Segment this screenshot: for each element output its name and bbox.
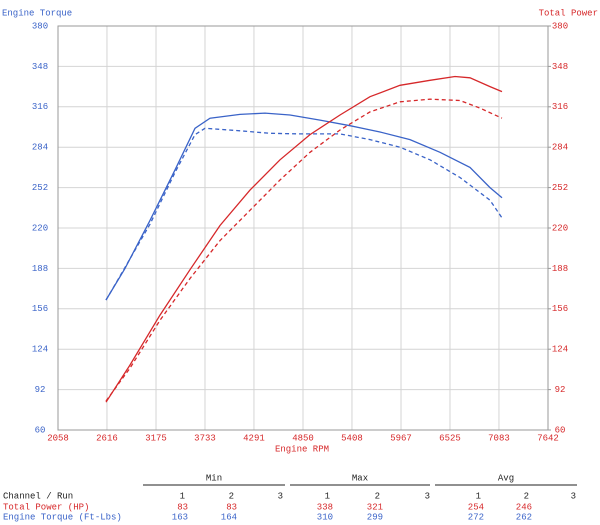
y2-tick-label: 220: [552, 223, 568, 233]
run-number: 1: [325, 491, 330, 501]
x-tick-label: 2616: [96, 433, 118, 443]
cell: 163: [172, 512, 188, 522]
x-axis-label: Engine RPM: [275, 444, 329, 454]
group-header: Avg: [498, 473, 514, 483]
y2-tick-label: 188: [552, 264, 568, 274]
y-tick-label: 124: [32, 345, 48, 355]
x-tick-label: 4291: [243, 433, 265, 443]
cell: 321: [367, 502, 383, 512]
y-tick-label: 252: [32, 183, 48, 193]
cell: 272: [468, 512, 484, 522]
y2-axis-label: Total Power: [539, 8, 598, 18]
x-tick-label: 2058: [47, 433, 69, 443]
y-tick-label: 380: [32, 21, 48, 31]
y2-tick-label: 156: [552, 304, 568, 314]
run-number: 2: [229, 491, 234, 501]
series-line: [105, 98, 503, 402]
x-tick-label: 7642: [537, 433, 559, 443]
y2-tick-label: 348: [552, 62, 568, 72]
cell: 83: [177, 502, 188, 512]
run-number: 3: [571, 491, 576, 501]
run-number: 3: [425, 491, 430, 501]
plot-frame: [57, 25, 549, 431]
y-tick-label: 316: [32, 102, 48, 112]
y-tick-label: 92: [35, 385, 46, 395]
y-tick-label: 220: [32, 223, 48, 233]
x-tick-label: 4850: [292, 433, 314, 443]
cell: 299: [367, 512, 383, 522]
y2-tick-label: 316: [552, 102, 568, 112]
y2-tick-label: 92: [555, 385, 566, 395]
x-tick-label: 7083: [488, 433, 510, 443]
y-tick-label: 156: [32, 304, 48, 314]
run-number: 1: [180, 491, 185, 501]
group-header: Min: [206, 473, 222, 483]
cell: 254: [468, 502, 484, 512]
y2-tick-label: 380: [552, 21, 568, 31]
run-number: 1: [476, 491, 481, 501]
group-header: Max: [352, 473, 368, 483]
row-label: Total Power (HP): [3, 502, 89, 512]
y-tick-label: 60: [35, 425, 46, 435]
x-tick-label: 3175: [145, 433, 167, 443]
cell: 338: [317, 502, 333, 512]
cell: 83: [226, 502, 237, 512]
run-number: 2: [375, 491, 380, 501]
cell: 310: [317, 512, 333, 522]
x-tick-label: 5408: [341, 433, 363, 443]
series-line: [105, 112, 503, 301]
y2-tick-label: 284: [552, 143, 568, 153]
cell: 262: [516, 512, 532, 522]
y-axis-label: Engine Torque: [2, 8, 72, 18]
table-header: Channel / Run: [3, 491, 73, 501]
run-number: 3: [278, 491, 283, 501]
y2-tick-label: 124: [552, 345, 568, 355]
x-tick-label: 5967: [390, 433, 412, 443]
y-tick-label: 348: [32, 62, 48, 72]
y-tick-label: 284: [32, 143, 48, 153]
x-tick-label: 6525: [439, 433, 461, 443]
cell: 246: [516, 502, 532, 512]
series-line: [105, 75, 503, 403]
y2-tick-label: 60: [555, 425, 566, 435]
y2-tick-label: 252: [552, 183, 568, 193]
row-label: Engine Torque (Ft-Lbs): [3, 512, 122, 522]
cell: 164: [221, 512, 237, 522]
x-tick-label: 3733: [194, 433, 216, 443]
run-number: 2: [524, 491, 529, 501]
y-tick-label: 188: [32, 264, 48, 274]
